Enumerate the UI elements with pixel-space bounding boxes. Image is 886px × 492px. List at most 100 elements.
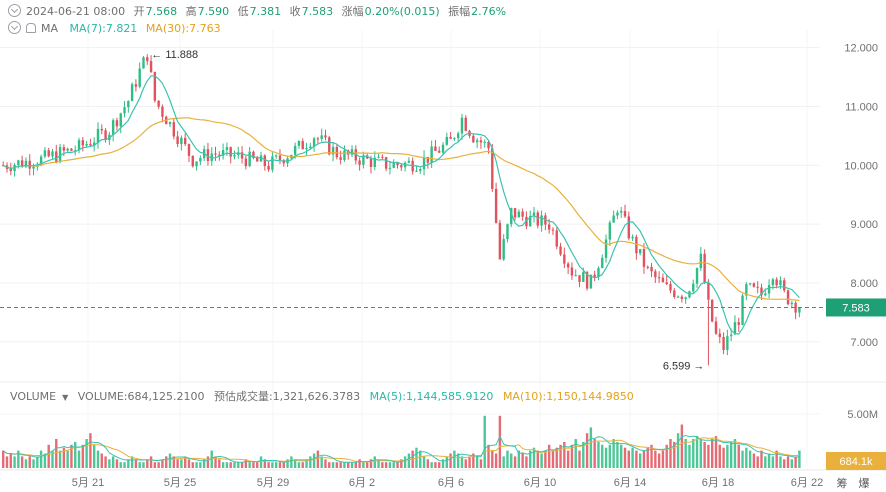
volume-bar [441, 459, 445, 468]
ma-label: MA [41, 22, 59, 35]
volume-bar [786, 456, 790, 468]
candle-body [388, 167, 392, 169]
candle-body [479, 140, 483, 143]
volume-bar [555, 447, 558, 468]
candle-body [642, 249, 646, 267]
candle-body [328, 137, 331, 155]
volume-bar [180, 459, 183, 468]
last-volume-tag [826, 452, 886, 470]
volume-bar [752, 453, 756, 468]
volume-bar [290, 456, 293, 468]
volume-bar [320, 456, 323, 468]
candle-body [282, 160, 285, 164]
volume-bar [85, 439, 88, 468]
volume-bar [9, 453, 12, 468]
candle-body [305, 147, 308, 150]
candle-body [529, 215, 532, 227]
volume-bar [676, 433, 680, 468]
candle-body [301, 141, 304, 150]
volume-bar [305, 459, 308, 468]
volume-bar [608, 444, 612, 468]
axis-tool-icon[interactable]: 筹 [837, 476, 848, 490]
candle-body [438, 150, 441, 153]
candle-body [737, 322, 740, 325]
candle-body [180, 137, 183, 144]
collapse-chevron-icon[interactable] [8, 4, 21, 17]
y-tick-label: 10.000 [844, 160, 878, 172]
candle-body [66, 148, 69, 151]
candle-body [764, 293, 767, 296]
candle-body [58, 147, 62, 162]
volume-bar [358, 459, 361, 468]
volume-bar [521, 453, 524, 468]
volume-bar [176, 459, 179, 468]
volume-bar [646, 447, 649, 468]
volume-label[interactable]: VOLUME [10, 390, 57, 403]
candle-body [521, 211, 524, 217]
collapse-chevron-icon[interactable] [8, 21, 21, 34]
volume-bar [422, 456, 426, 468]
candle-body [354, 149, 358, 161]
volume-bar [680, 424, 684, 468]
volume-bar [570, 444, 574, 468]
close-label: 收 [289, 5, 301, 18]
volume-dropdown-icon[interactable]: ▼ [62, 393, 69, 402]
candle-body [324, 135, 327, 138]
candle-body [676, 296, 680, 298]
volume-bar [783, 459, 786, 468]
volume-bar [532, 447, 536, 468]
volume-bar [407, 453, 411, 468]
volume-bar [248, 462, 251, 468]
volume-bar [115, 459, 119, 468]
open-label: 开 [133, 5, 145, 18]
volume-bar [58, 450, 62, 468]
candle-body [43, 150, 47, 157]
candle-body [115, 120, 119, 127]
volume-bar [582, 441, 585, 468]
volume-bar [692, 439, 695, 468]
candle-body [320, 135, 323, 139]
candle-body [733, 322, 737, 335]
candle-body [661, 277, 665, 283]
candle-body [707, 282, 710, 300]
volume-bar [47, 444, 50, 468]
x-tick-label: 6月 10 [524, 477, 556, 489]
candle-body [726, 336, 729, 351]
candle-body [669, 284, 672, 291]
candle-body [635, 236, 638, 254]
volume-bar [502, 456, 505, 468]
candle-body [532, 212, 536, 216]
volume-bar [468, 456, 471, 468]
volume-bar [384, 462, 388, 468]
candle-body [711, 299, 714, 322]
candle-body [358, 160, 361, 165]
volume-bar [673, 441, 676, 468]
volume-bar [536, 450, 539, 468]
volume-bar [362, 462, 365, 468]
last-price-tag [826, 298, 886, 317]
candle-body [582, 272, 585, 282]
alert-bell-icon[interactable] [26, 23, 36, 33]
candle-body [316, 138, 320, 140]
candle-body [631, 236, 634, 239]
candle-body [123, 107, 126, 114]
candle-body [214, 153, 217, 155]
volume-bar [604, 447, 608, 468]
candle-body [498, 222, 502, 260]
volume-bar [517, 450, 521, 468]
volume-bar [183, 456, 187, 468]
volume-bar [123, 462, 126, 468]
volume-bar [77, 450, 81, 468]
candle-body [221, 150, 225, 156]
candle-body [339, 157, 342, 160]
candle-body [89, 144, 92, 146]
volume-bar [130, 456, 134, 468]
candle-body [563, 254, 566, 264]
volume-bar [392, 462, 395, 468]
candle-body [419, 169, 422, 171]
volume-bar [309, 456, 312, 468]
axis-tool-icon[interactable]: 爆 [859, 476, 870, 490]
candle-body [650, 266, 653, 272]
volume-bar [540, 453, 543, 468]
